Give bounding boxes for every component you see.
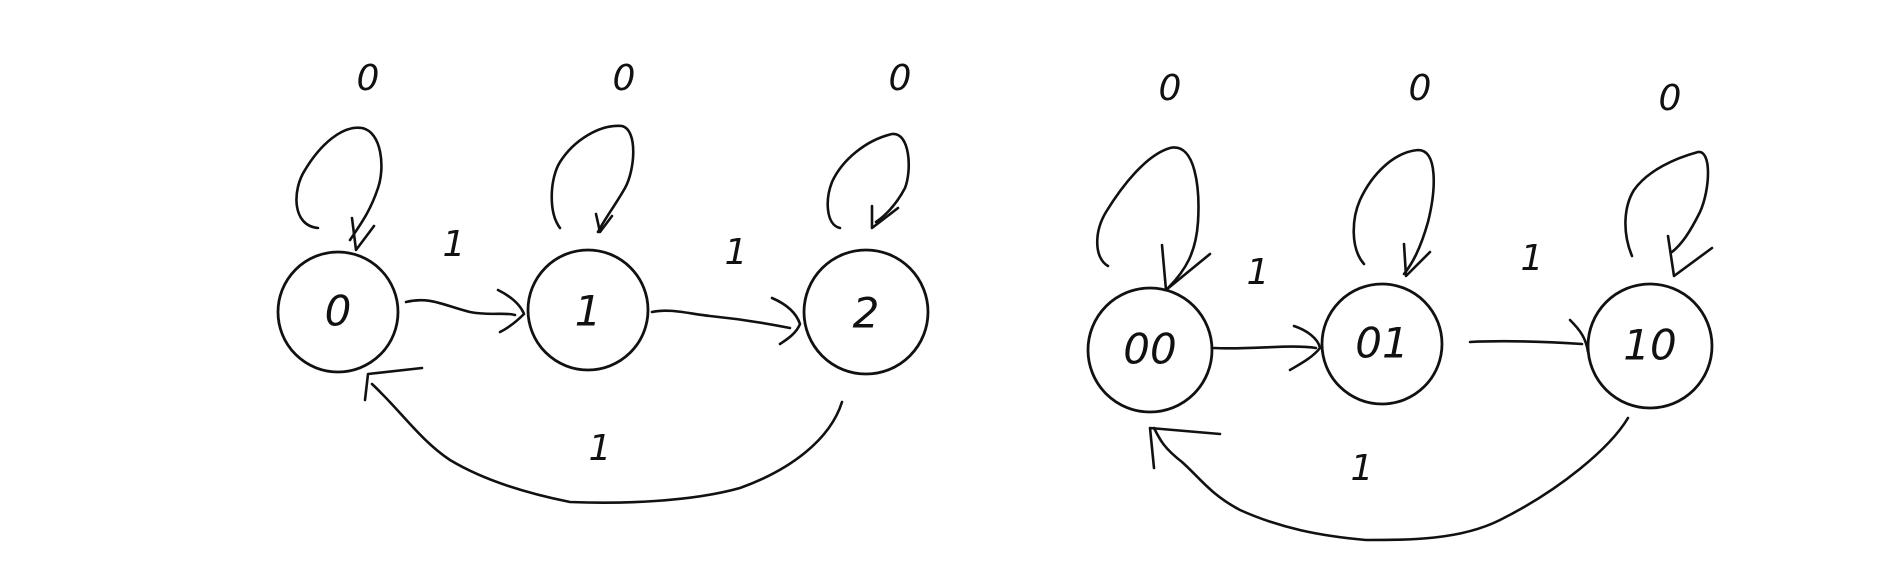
edge-01-to-10 [1468, 339, 1584, 346]
self-loop-label: 0 [1409, 68, 1432, 109]
self-loop-state-2 [826, 132, 911, 230]
edge-label: 1 [1247, 252, 1270, 293]
arrowhead-edge-2-to-0 [363, 366, 424, 402]
arrowhead-self-loop-1 [594, 212, 614, 234]
state-circle [1320, 282, 1444, 406]
state-label: 2 [853, 289, 880, 338]
edge-label: 1 [443, 224, 466, 265]
arrowhead-edge-0-to-1 [496, 288, 526, 334]
self-loop-state-10 [1624, 150, 1710, 258]
edge-2-to-0 [370, 382, 844, 504]
self-loop-state-00 [1095, 146, 1200, 290]
arrowhead-self-loop-10 [1666, 234, 1714, 278]
state-label: 1 [575, 287, 602, 336]
state-circle [276, 250, 400, 374]
arrowhead-edge-00-to-01 [1288, 324, 1322, 372]
self-loop-label: 0 [613, 58, 636, 99]
self-loop-state-01 [1352, 148, 1435, 276]
self-loop-label: 0 [1159, 68, 1182, 109]
state-label: 01 [1355, 319, 1408, 368]
edge-label: 1 [1351, 448, 1374, 489]
self-loop-state-1 [550, 124, 635, 234]
arrowhead-self-loop-2 [870, 204, 900, 230]
arrowhead-edge-01-to-10 [1568, 318, 1590, 354]
edge-label: 1 [589, 428, 612, 469]
state-circle [1086, 286, 1214, 414]
arrowhead-self-loop-0 [350, 216, 376, 252]
state-label: 0 [325, 287, 352, 336]
self-loop-label: 0 [1659, 78, 1682, 119]
right-state-diagram: 00 01 10 0 0 0 1 1 1 [1086, 68, 1714, 542]
left-state-diagram: 0 1 2 0 0 0 1 1 1 [276, 58, 930, 504]
self-loop-label: 0 [889, 58, 912, 99]
arrowhead-edge-10-to-00 [1148, 426, 1222, 470]
self-loop-state-0 [295, 126, 383, 242]
state-label: 10 [1623, 321, 1676, 370]
state-circle [1586, 282, 1714, 410]
state-circle [526, 248, 650, 372]
edge-00-to-01 [1212, 345, 1318, 350]
edge-0-to-1 [404, 298, 517, 317]
state-circle [802, 248, 930, 376]
edge-label: 1 [1521, 238, 1544, 279]
edge-1-to-2 [650, 309, 792, 330]
state-label: 00 [1123, 325, 1176, 374]
edge-10-to-00 [1152, 416, 1630, 542]
edge-label: 1 [725, 232, 748, 273]
self-loop-label: 0 [357, 58, 380, 99]
arrowhead-edge-1-to-2 [770, 296, 802, 346]
arrowhead-self-loop-01 [1402, 242, 1432, 278]
